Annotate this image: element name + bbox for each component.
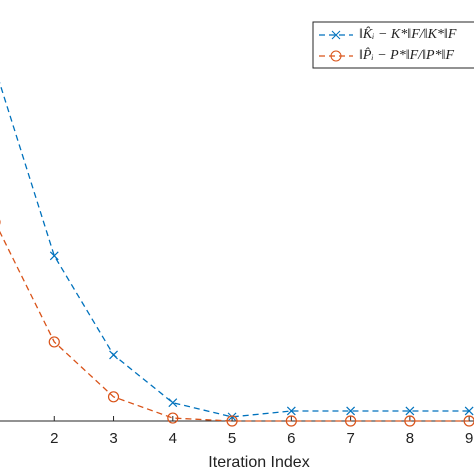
x-tick-label: 7 xyxy=(346,430,354,447)
legend-marker xyxy=(331,30,341,40)
marker xyxy=(346,406,356,416)
marker xyxy=(285,415,297,427)
series-line xyxy=(0,230,470,422)
legend-label: ‖P̂ᵢ − P*‖F/‖P*‖F xyxy=(359,47,454,63)
x-tick-label: 2 xyxy=(50,430,58,447)
marker xyxy=(48,336,60,348)
marker xyxy=(168,398,178,408)
marker xyxy=(226,415,238,427)
marker xyxy=(345,415,357,427)
x-tick-label: 4 xyxy=(169,430,177,447)
marker xyxy=(109,350,118,360)
marker xyxy=(464,406,474,416)
x-tick-label: 6 xyxy=(287,430,295,447)
x-tick-label: 8 xyxy=(406,430,414,447)
marker xyxy=(463,415,474,427)
x-tick-label: 9 xyxy=(465,430,473,447)
legend-label: ‖K̂ᵢ − K*‖F/‖K*‖F xyxy=(359,26,457,42)
marker xyxy=(286,406,296,416)
marker xyxy=(227,412,237,422)
x-tick-label: 3 xyxy=(109,430,117,447)
series-line xyxy=(0,81,470,418)
x-tick-label: 5 xyxy=(228,430,236,447)
marker xyxy=(404,415,416,427)
marker xyxy=(107,391,120,403)
marker xyxy=(167,412,179,424)
legend-marker xyxy=(330,50,342,62)
marker xyxy=(49,251,59,261)
legend-box xyxy=(312,21,474,69)
marker xyxy=(405,406,415,416)
x-axis-label: Iteration Index xyxy=(208,454,309,471)
